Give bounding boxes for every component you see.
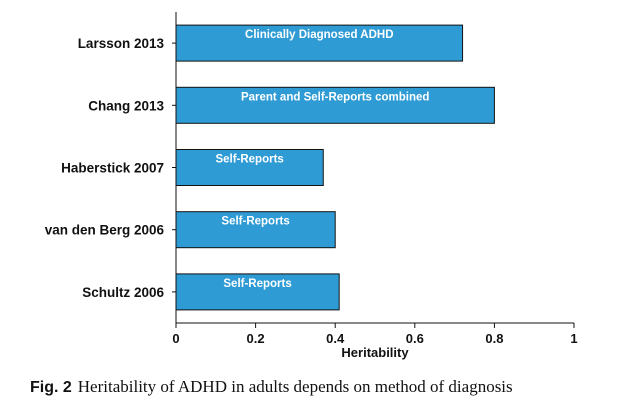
bar-label: Self-Reports [215,154,283,166]
bar [175,24,464,62]
y-tick-label: Schultz 2006 [82,285,164,300]
bar-label: Self-Reports [221,216,289,228]
bar-label: Clinically Diagnosed ADHD [245,29,393,41]
y-tick-group: Larsson 2013 Chang 2013 Haberstick 2007 van… [45,36,176,300]
x-tick-label: 0 [172,331,179,346]
x-tick-label: 0.4 [326,331,345,346]
x-tick-label: 0.6 [406,331,424,346]
x-axis-title: Heritability [341,345,409,360]
figure-number: Fig. 2 [30,379,72,396]
caption-text: Heritability of ADHD in adults depends o… [77,377,513,396]
x-tick-label: 1 [570,331,577,346]
x-tick-label: 0.8 [485,331,503,346]
bar [175,273,340,311]
bar [175,211,336,249]
y-tick-label: van den Berg 2006 [45,223,165,238]
bar-chart: Clinically Diagnosed ADHD Parent and Self… [45,12,578,360]
bar-label: Self-Reports [223,278,291,290]
y-tick-label: Haberstick 2007 [61,161,164,176]
y-tick-label: Larsson 2013 [78,36,165,51]
bars-group: Clinically Diagnosed ADHD Parent and Self… [175,24,495,311]
x-tick-group: 0 0.2 0.4 0.6 0.8 1 [172,323,578,346]
figure-caption: Fig. 2 Heritability of ADHD in adults dep… [30,377,610,397]
y-tick-label: Chang 2013 [88,98,164,113]
bar-label: Parent and Self-Reports combined [241,91,430,103]
bar [175,86,495,124]
bar [175,149,324,186]
x-tick-label: 0.2 [247,331,265,346]
